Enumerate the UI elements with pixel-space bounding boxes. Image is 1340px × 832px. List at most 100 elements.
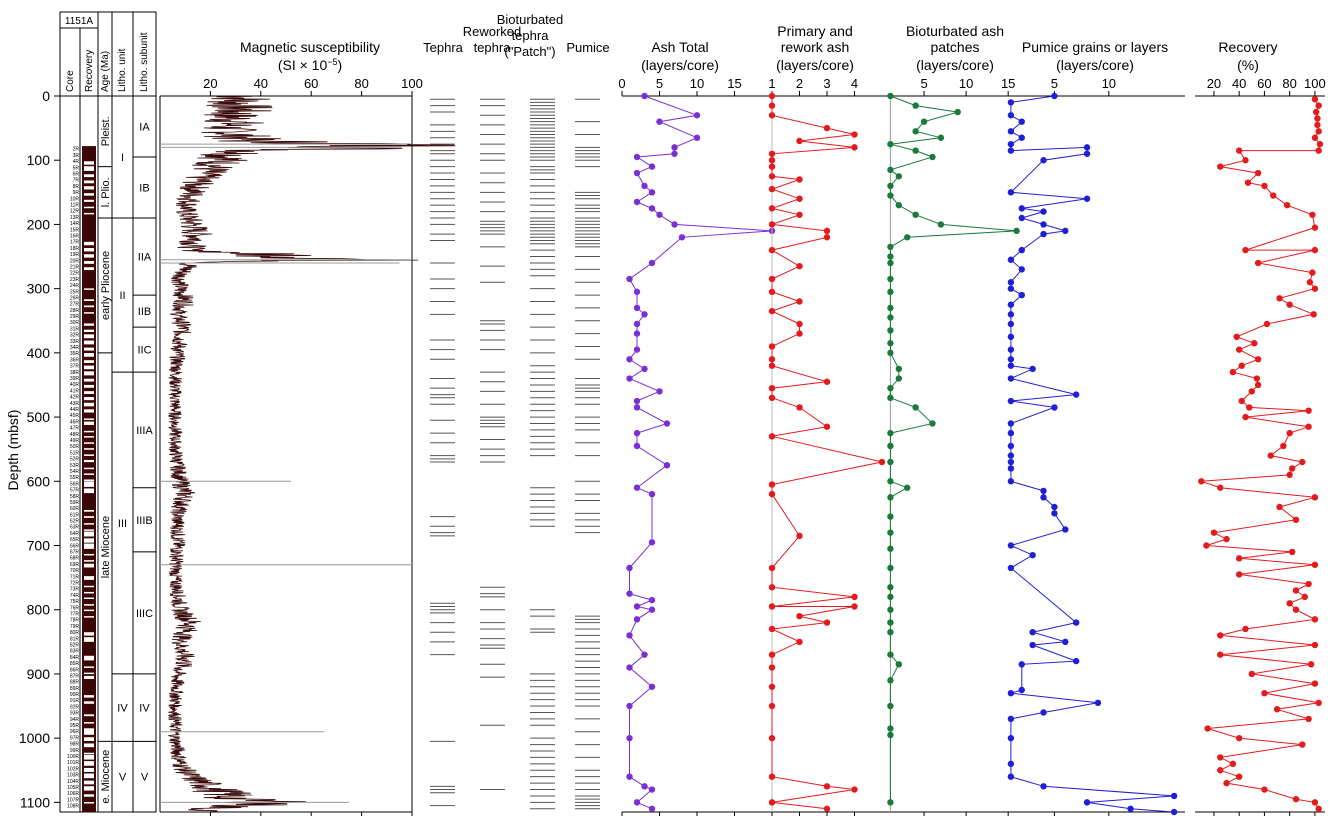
- series-point: [1276, 503, 1283, 511]
- series-point: [768, 702, 776, 710]
- series-line: [628, 95, 773, 810]
- series-point: [626, 734, 633, 742]
- core-label: 104R: [67, 779, 79, 785]
- core-label: 26R: [70, 295, 80, 301]
- series-point: [1007, 279, 1015, 286]
- series-point: [1306, 279, 1314, 286]
- core-label: 50R: [70, 444, 80, 450]
- x-tick-label: 10: [1102, 76, 1116, 91]
- track-title: (layers/core): [641, 57, 719, 73]
- track-4: Pumice: [566, 40, 610, 810]
- series-point: [1316, 140, 1324, 148]
- track-1: Tephra: [423, 40, 464, 807]
- core-label: 69R: [70, 562, 80, 568]
- series-point: [1018, 686, 1025, 694]
- series-point: [768, 205, 776, 212]
- x-tick-label: 15: [1001, 76, 1015, 91]
- core-label: 54R: [70, 469, 80, 475]
- x-tick-label: 40: [254, 76, 268, 91]
- depth-tick-label: 200: [27, 216, 51, 232]
- series-point: [641, 651, 648, 658]
- core-label: 6R: [73, 172, 80, 178]
- core-label: 64R: [70, 531, 80, 537]
- core-label: 82R: [70, 642, 80, 648]
- series-point: [1305, 423, 1312, 430]
- series-point: [851, 144, 858, 151]
- series-point: [1310, 311, 1317, 318]
- series-point: [823, 234, 831, 241]
- series-point: [1007, 128, 1015, 135]
- series-point: [768, 490, 776, 498]
- series-point: [768, 288, 776, 296]
- subunit-label: IIA: [138, 252, 152, 264]
- series-point: [796, 330, 803, 337]
- core-label: 44R: [70, 407, 80, 413]
- recovery-gap: [84, 161, 94, 165]
- core-label: 53R: [70, 463, 80, 469]
- series-point: [1311, 561, 1319, 568]
- series-point: [626, 632, 633, 639]
- series-point: [912, 404, 919, 411]
- series-point: [1311, 641, 1319, 649]
- series-point: [1029, 641, 1036, 649]
- series-point: [768, 773, 776, 780]
- recovery-gap: [84, 323, 94, 326]
- depth-tick-label: 300: [27, 281, 51, 297]
- series-point: [768, 343, 776, 350]
- series-point: [768, 246, 776, 254]
- core-label: 9R: [73, 190, 80, 196]
- data-tracks: Magnetic susceptibility(SI × 10−5)20 40 60…: [159, 12, 1326, 816]
- strat-header-recovery_header: Recovery: [84, 50, 95, 92]
- recovery-gap: [84, 585, 94, 588]
- recovery-gap: [84, 604, 94, 606]
- series-point: [626, 773, 633, 780]
- track-title: (layers/core): [1056, 57, 1134, 73]
- series-point: [633, 153, 641, 161]
- core-label: 105R: [67, 785, 79, 791]
- recovery-gap: [84, 597, 94, 600]
- recovery-gap: [84, 448, 94, 450]
- recovery-gap: [84, 467, 94, 470]
- track-title: Bioturbated: [497, 12, 564, 27]
- core-label: 16R: [70, 233, 80, 239]
- age-label: l. Plio.: [100, 177, 112, 207]
- series-line: [1009, 95, 1175, 813]
- series-point: [633, 442, 641, 450]
- series-point: [1314, 115, 1321, 122]
- series-point: [1007, 542, 1015, 549]
- series-point: [1246, 404, 1253, 411]
- core-label: 58R: [70, 494, 80, 500]
- core-label: 96R: [70, 729, 80, 735]
- strat-header-litho_unit_header: Litho. unit: [117, 48, 128, 92]
- series-point: [887, 545, 894, 552]
- recovery-gap: [84, 312, 94, 314]
- recovery-column: [82, 146, 96, 812]
- series-line: [770, 96, 883, 810]
- subunit-label: IIB: [138, 306, 151, 318]
- series-point: [1229, 368, 1237, 376]
- recovery-gap: [84, 305, 94, 308]
- series-point: [648, 786, 656, 793]
- series-point: [1007, 458, 1015, 466]
- series-point: [1223, 535, 1230, 543]
- recovery-gap: [84, 261, 94, 264]
- series-point: [633, 169, 641, 177]
- series-point: [1238, 397, 1245, 405]
- track-title: (layers/core): [916, 57, 994, 73]
- series-point: [768, 157, 776, 164]
- core-label: 19R: [70, 252, 80, 258]
- series-point: [796, 612, 803, 620]
- series-point: [1007, 760, 1015, 768]
- depth-tick-label: 800: [27, 602, 51, 618]
- series-point: [1018, 246, 1025, 254]
- series-point: [937, 134, 945, 141]
- series-point: [1007, 346, 1015, 353]
- recovery-gap: [84, 488, 94, 494]
- series-point: [1072, 619, 1080, 626]
- series-point: [1007, 734, 1015, 742]
- recovery-gap: [84, 299, 94, 302]
- series-point: [895, 365, 903, 373]
- series-point: [1083, 150, 1091, 157]
- series-point: [1233, 333, 1240, 341]
